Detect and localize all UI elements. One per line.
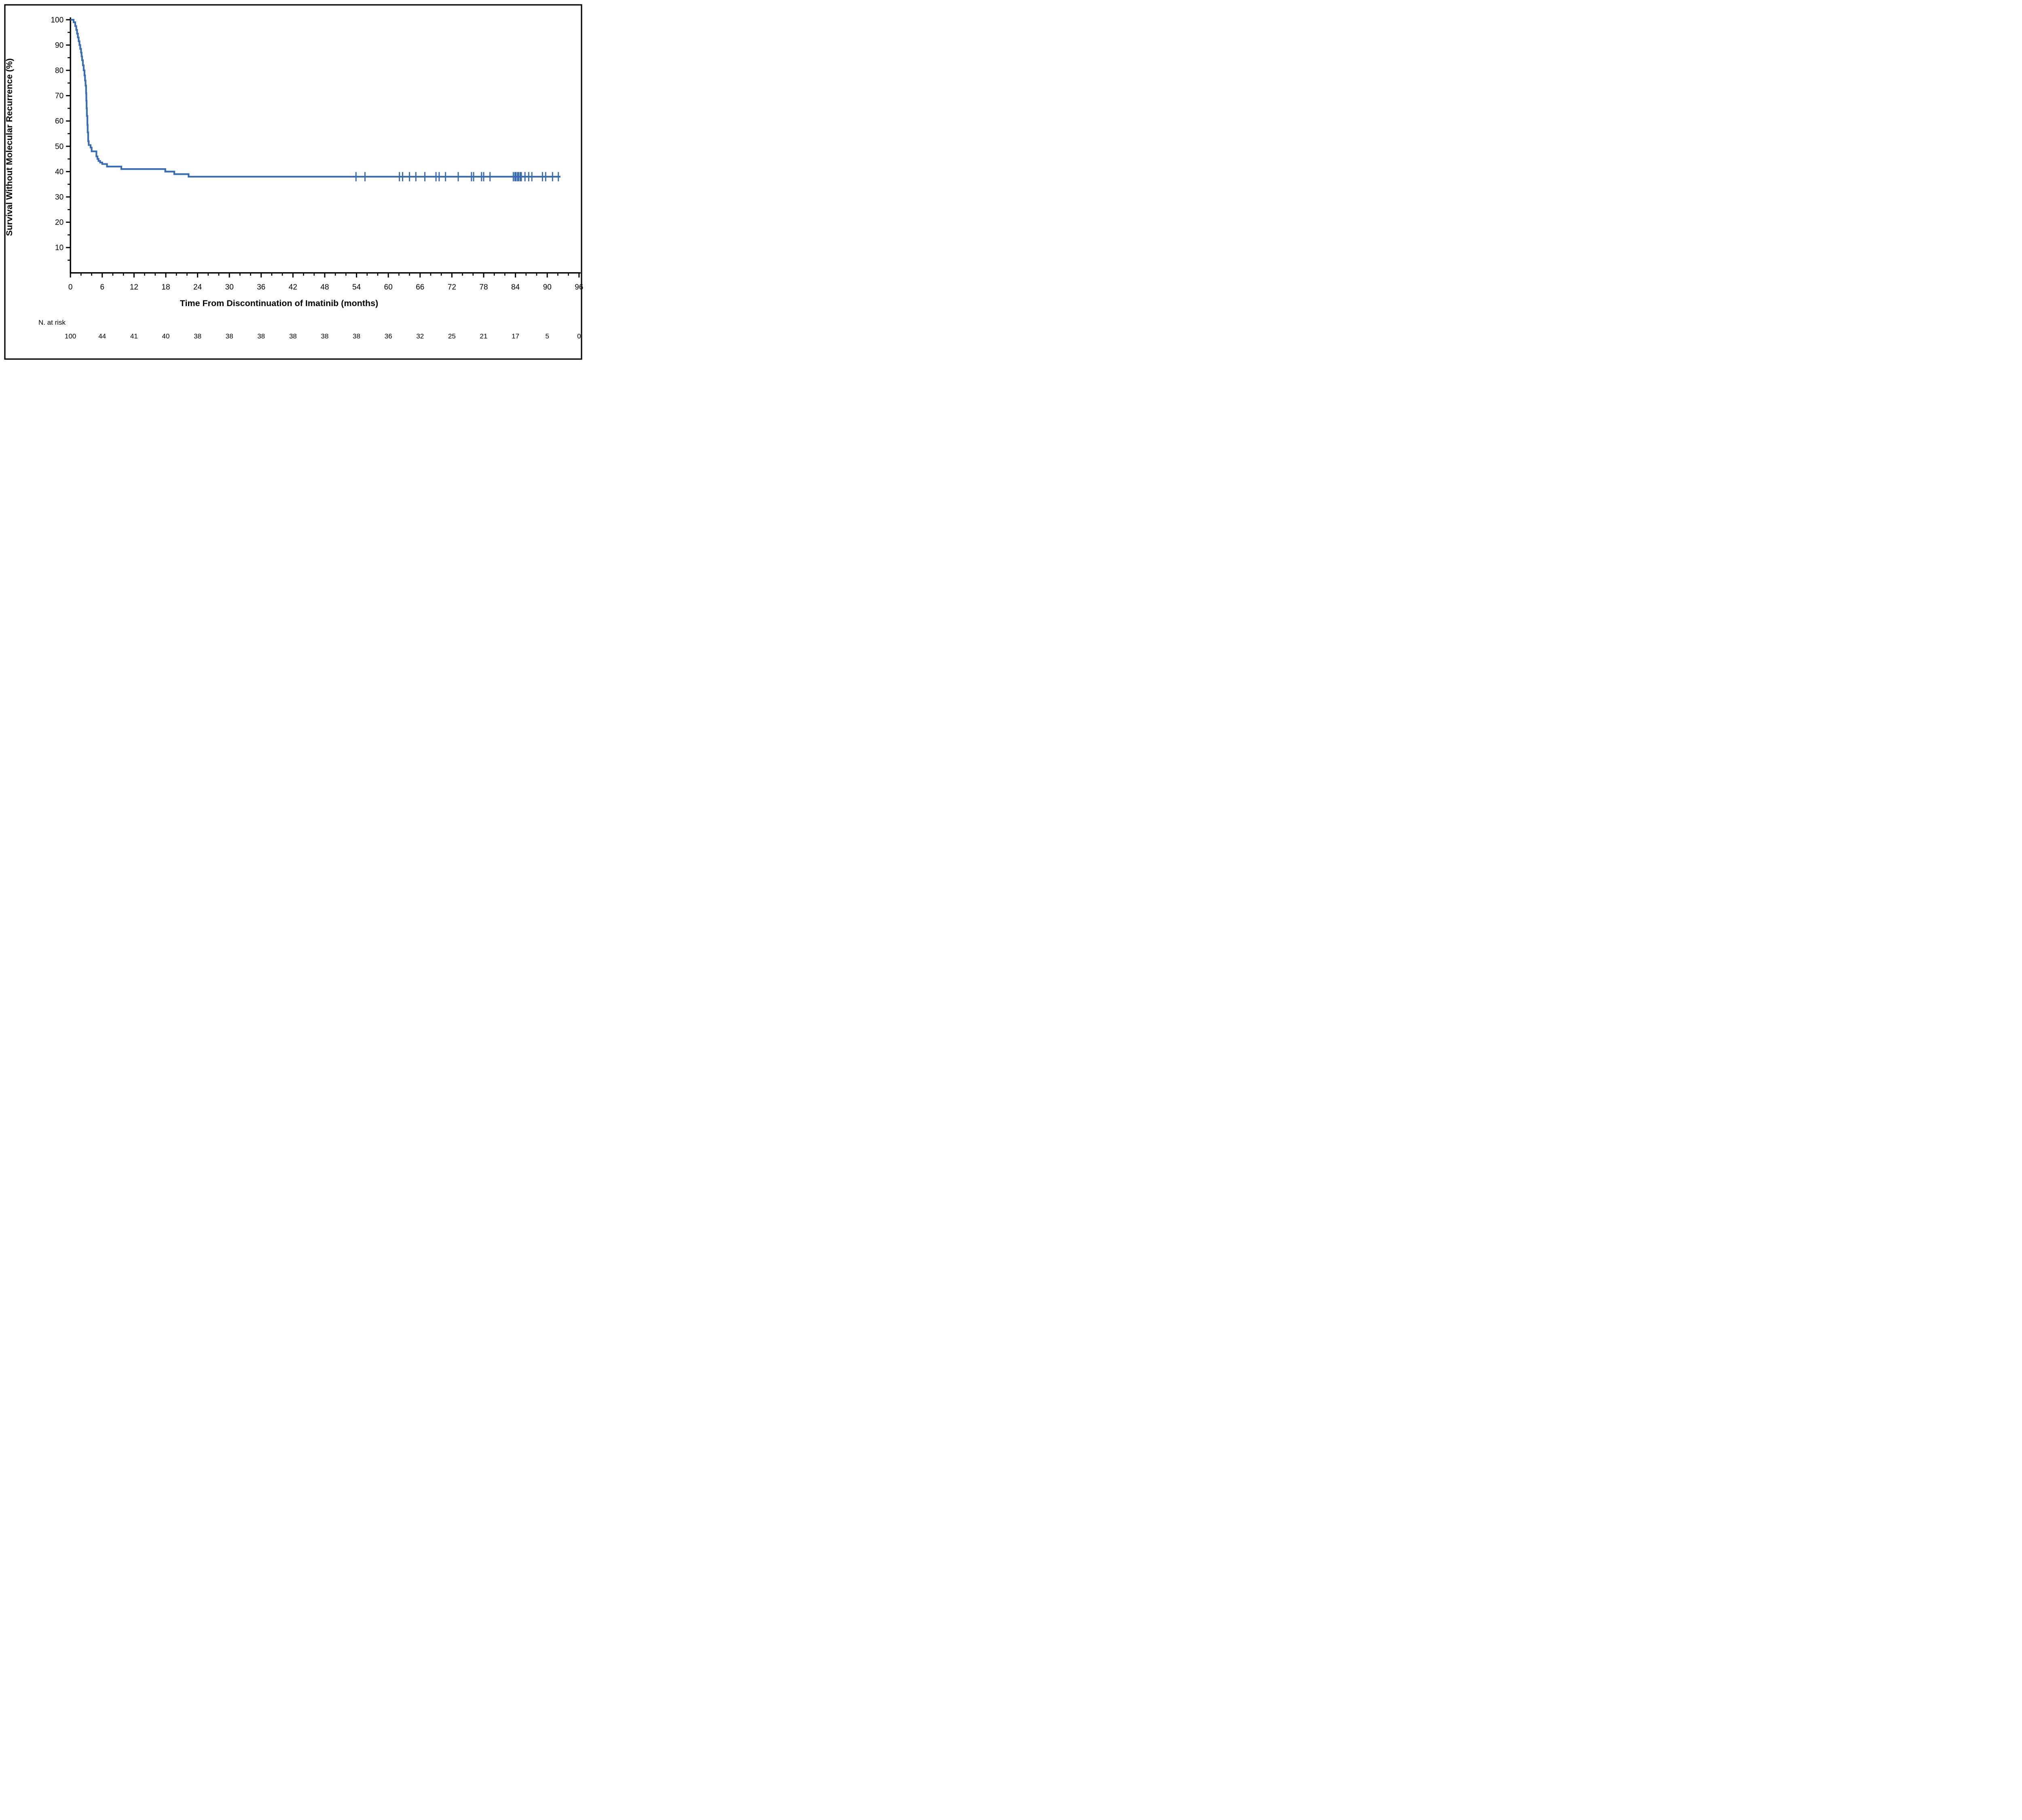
x-axis-tick-label: 54: [352, 283, 361, 292]
at-risk-count: 38: [289, 332, 297, 340]
at-risk-count: 32: [416, 332, 424, 340]
at-risk-count: 38: [194, 332, 201, 340]
x-axis-tick-label: 66: [416, 283, 424, 292]
at-risk-count: 38: [353, 332, 360, 340]
at-risk-count: 44: [98, 332, 106, 340]
y-axis-tick-label: 10: [55, 244, 63, 252]
x-axis-tick-label: 60: [384, 283, 393, 292]
at-risk-count: 38: [257, 332, 265, 340]
km-curve-layer: [70, 19, 560, 182]
y-axis-tick-label: 30: [55, 193, 63, 202]
x-axis-tick-label: 84: [511, 283, 520, 292]
at-risk-count: 36: [385, 332, 392, 340]
y-axis-tick-label: 50: [55, 142, 63, 151]
n-at-risk-label: N. at risk: [38, 319, 66, 326]
at-risk-count: 0: [577, 332, 581, 340]
y-axis-tick-label: 70: [55, 92, 63, 100]
y-axis-tick-label: 20: [55, 218, 63, 227]
x-axis-tick-label: 18: [161, 283, 170, 292]
y-axis-tick-label: 100: [51, 16, 63, 24]
y-axis-title: Survival Without Molecular Recurrence (%…: [4, 58, 14, 236]
x-axis-title: Time From Discontinuation of Imatinib (m…: [180, 298, 379, 308]
at-risk-count: 100: [65, 332, 76, 340]
x-axis-tick-label: 36: [257, 283, 265, 292]
at-risk-count: 41: [130, 332, 138, 340]
y-axis-tick-label: 40: [55, 168, 63, 176]
at-risk-row: 100 44 41 40 38 38 38 38 38 38 36 32 25 21 17 5 0: [65, 332, 581, 340]
x-axis-tick-label: 42: [289, 283, 297, 292]
x-axis-tick-label: 96: [575, 283, 583, 292]
at-risk-count: 40: [162, 332, 170, 340]
x-axis-tick-label: 72: [448, 283, 456, 292]
at-risk-count: 38: [321, 332, 329, 340]
x-axis-tick-label: 30: [225, 283, 234, 292]
y-axis-tick-label: 60: [55, 117, 63, 126]
y-axis-tick-label: 80: [55, 67, 63, 75]
at-risk-count: 5: [545, 332, 549, 340]
at-risk-count: 21: [480, 332, 488, 340]
at-risk-count: 25: [448, 332, 456, 340]
at-risk-count: 17: [512, 332, 519, 340]
km-chart: Survival Without Molecular Recurrence (%…: [4, 4, 583, 360]
km-survival-figure: Survival Without Molecular Recurrence (%…: [0, 0, 586, 364]
km-curve: [70, 19, 560, 178]
x-axis-tick-label: 78: [479, 283, 488, 292]
x-axis-tick-label: 12: [130, 283, 138, 292]
x-axis-tick-label: 48: [320, 283, 329, 292]
at-risk-count: 38: [226, 332, 233, 340]
figure-border: [4, 4, 582, 360]
x-axis-tick-label: 0: [68, 283, 73, 292]
x-axis-tick-label: 90: [543, 283, 552, 292]
y-axis-tick-label: 90: [55, 41, 63, 50]
x-axis-tick-label: 24: [193, 283, 202, 292]
x-axis-tick-label: 6: [100, 283, 105, 292]
